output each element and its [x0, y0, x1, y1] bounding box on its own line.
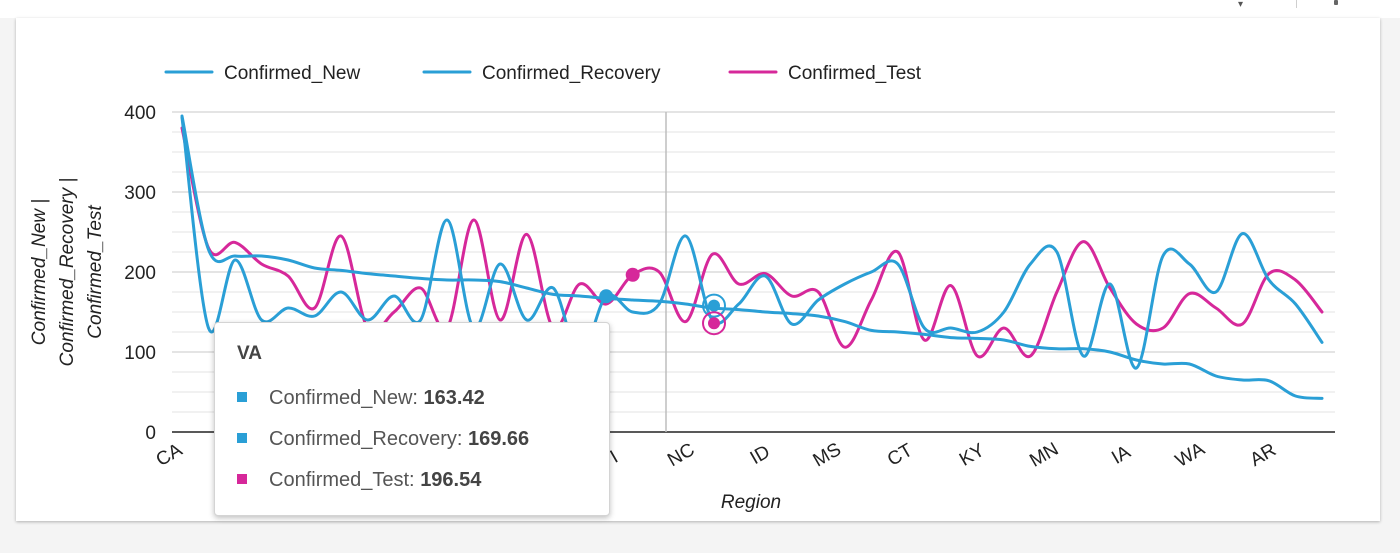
x-tick-label: IA	[1108, 441, 1134, 468]
x-tick-label: KY	[956, 440, 989, 471]
tooltip-row-confirmed-test: Confirmed_Test: 196.54	[237, 469, 481, 492]
hover-point	[599, 289, 614, 304]
tooltip-row-value: 169.66	[467, 428, 530, 450]
x-tick-label: MN	[1026, 439, 1062, 472]
y-tick-label: 400	[124, 103, 156, 124]
series-line-confirmed-new[interactable]	[180, 114, 1324, 400]
y-axis-ticks: 0 100 200 300 400	[124, 103, 156, 444]
tooltip-row-label: Confirmed_Recovery:	[269, 428, 463, 450]
dropdown-caret-icon[interactable]: ▾	[1238, 0, 1244, 10]
y-axis-title-line: Confirmed_Recovery |	[57, 178, 78, 367]
x-tick-label: NC	[664, 439, 698, 471]
series-line-confirmed-recovery[interactable]	[180, 116, 1324, 370]
tooltip-row-confirmed-new: Confirmed_New: 163.42	[237, 387, 485, 410]
x-axis-title: Region	[721, 492, 781, 513]
tooltip-row-value: 163.42	[423, 387, 485, 409]
tooltip-row-value: 196.54	[420, 469, 482, 491]
legend: Confirmed_New Confirmed_Recovery Confirmed…	[164, 63, 922, 84]
y-axis-title: Confirmed_New | Confirmed_Recovery | Confi…	[29, 178, 106, 367]
legend-label[interactable]: Confirmed_New	[224, 63, 360, 84]
x-tick-label: CT	[884, 440, 917, 471]
y-tick-label: 100	[124, 343, 156, 364]
tooltip-row-label: Confirmed_New:	[269, 387, 418, 409]
top-strip	[0, 0, 1400, 18]
x-tick-label: CA	[153, 439, 187, 471]
hover-point	[708, 317, 720, 330]
hover-point-ring	[702, 293, 726, 318]
x-tick-label: ID	[747, 441, 774, 469]
hover-tooltip: VA Confirmed_New: 163.42 Confirmed_Recov…	[214, 322, 610, 516]
y-axis-title-line: Confirmed_Test	[85, 205, 106, 339]
legend-label[interactable]: Confirmed_Test	[788, 63, 922, 84]
y-axis-title-line: Confirmed_New |	[29, 199, 50, 345]
series-swatch	[237, 432, 247, 443]
hover-point	[625, 267, 640, 282]
series-swatch	[237, 391, 247, 402]
hover-point-ring	[702, 311, 726, 336]
legend-label[interactable]: Confirmed_Recovery	[482, 63, 661, 84]
toolbar-divider	[1296, 0, 1297, 8]
y-tick-label: 0	[145, 423, 156, 444]
hover-markers	[599, 267, 726, 336]
y-tick-label: 300	[124, 183, 156, 204]
more-options-icon[interactable]	[1334, 0, 1338, 5]
tooltip-row-confirmed-recovery: Confirmed_Recovery: 169.66	[237, 428, 529, 451]
tooltip-title: VA	[237, 343, 262, 364]
x-tick-label: WA	[1172, 439, 1209, 472]
y-tick-label: 200	[124, 263, 156, 284]
hover-point	[708, 299, 720, 312]
tooltip-row-label: Confirmed_Test:	[269, 469, 415, 491]
series-swatch	[237, 473, 247, 484]
x-tick-label: MS	[810, 439, 845, 471]
x-tick-label: AR	[1247, 440, 1280, 471]
